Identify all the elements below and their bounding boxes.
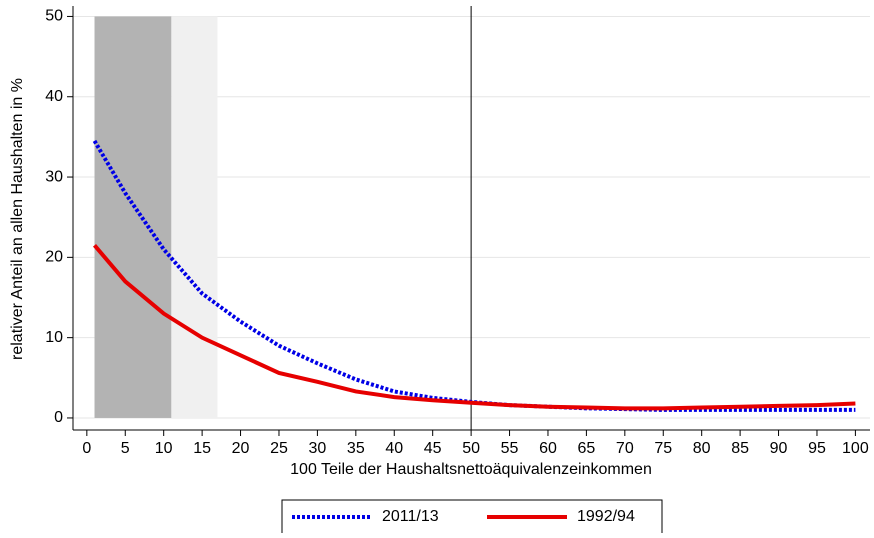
y-tick-label: 50	[45, 8, 63, 25]
shaded-band	[94, 16, 172, 418]
x-tick-label: 65	[578, 440, 596, 457]
x-tick-label: 55	[501, 440, 519, 457]
x-tick-label: 80	[693, 440, 711, 457]
y-tick-label: 30	[45, 168, 63, 185]
legend-label: 2011/13	[382, 508, 439, 525]
x-tick-label: 35	[347, 440, 365, 457]
x-tick-label: 100	[842, 440, 869, 457]
x-tick-label: 95	[808, 440, 826, 457]
y-tick-label: 0	[54, 409, 63, 426]
x-tick-label: 0	[82, 440, 91, 457]
x-tick-label: 40	[385, 440, 403, 457]
x-tick-label: 20	[232, 440, 250, 457]
legend	[281, 499, 663, 538]
x-tick-label: 70	[616, 440, 634, 457]
x-tick-label: 75	[654, 440, 672, 457]
x-tick-label: 60	[539, 440, 557, 457]
series-line	[92, 244, 856, 411]
x-tick-label: 25	[270, 440, 288, 457]
x-tick-label: 10	[155, 440, 173, 457]
x-tick-label: 5	[121, 440, 130, 457]
shaded-band	[171, 16, 218, 418]
y-tick-label: 10	[45, 329, 63, 346]
x-tick-label: 30	[309, 440, 327, 457]
x-axis-title: 100 Teile der Haushaltsnettoäquivalenzei…	[290, 461, 652, 478]
x-tick-label: 50	[462, 440, 480, 457]
x-tick-label: 85	[731, 440, 749, 457]
x-tick-label: 45	[424, 440, 442, 457]
y-axis-title: relativer Anteil an allen Haushalten in …	[9, 78, 26, 360]
x-tick-label: 90	[770, 440, 788, 457]
y-tick-label: 20	[45, 249, 63, 266]
legend-label: 1992/94	[577, 508, 635, 525]
y-tick-label: 40	[45, 88, 63, 105]
x-tick-label: 15	[193, 440, 211, 457]
